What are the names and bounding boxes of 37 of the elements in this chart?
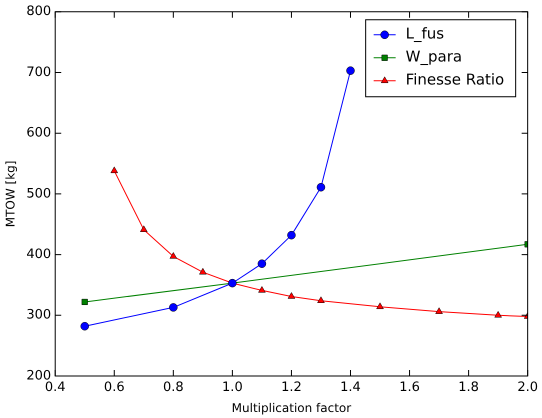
point (169, 303, 178, 312)
point (494, 311, 502, 318)
point (288, 292, 296, 299)
x-tick-label: 1.4 (340, 380, 361, 396)
point (170, 252, 178, 259)
point (346, 66, 355, 75)
legend-label: W_para (406, 48, 462, 66)
y-tick-label: 600 (26, 126, 52, 141)
x-tick-label: 0.8 (162, 380, 184, 396)
x-tick-label: 1.6 (399, 380, 420, 396)
point (80, 322, 89, 330)
x-tick-label: 2.0 (517, 380, 538, 396)
point (287, 230, 296, 240)
point (316, 182, 326, 192)
x-tick-label: 1.8 (458, 380, 479, 396)
point (140, 225, 148, 232)
point (435, 307, 443, 314)
y-axis-title: MTOW [kg] (3, 160, 18, 228)
x-tick-label: 1.2 (281, 380, 302, 396)
point (258, 286, 266, 293)
legend-label: Finesse Ratio (406, 70, 504, 89)
y-tick-label: 700 (26, 64, 52, 80)
y-tick-label: 400 (26, 246, 52, 262)
x-tick-label: 0.4 (44, 380, 66, 396)
point (317, 296, 325, 303)
y-tick-label: 500 (26, 186, 52, 202)
x-tick-label: 1.0 (222, 380, 243, 396)
legend-label: L_fus (406, 24, 444, 43)
y-tick-label: 300 (26, 308, 52, 323)
y-tick-label: 800 (26, 4, 52, 20)
point (110, 166, 118, 174)
point (258, 259, 266, 268)
x-axis-title: Multiplication factor (232, 400, 352, 415)
point (199, 268, 207, 274)
x-tick-label: 0.6 (104, 380, 125, 396)
point (376, 302, 384, 310)
point (82, 298, 88, 306)
